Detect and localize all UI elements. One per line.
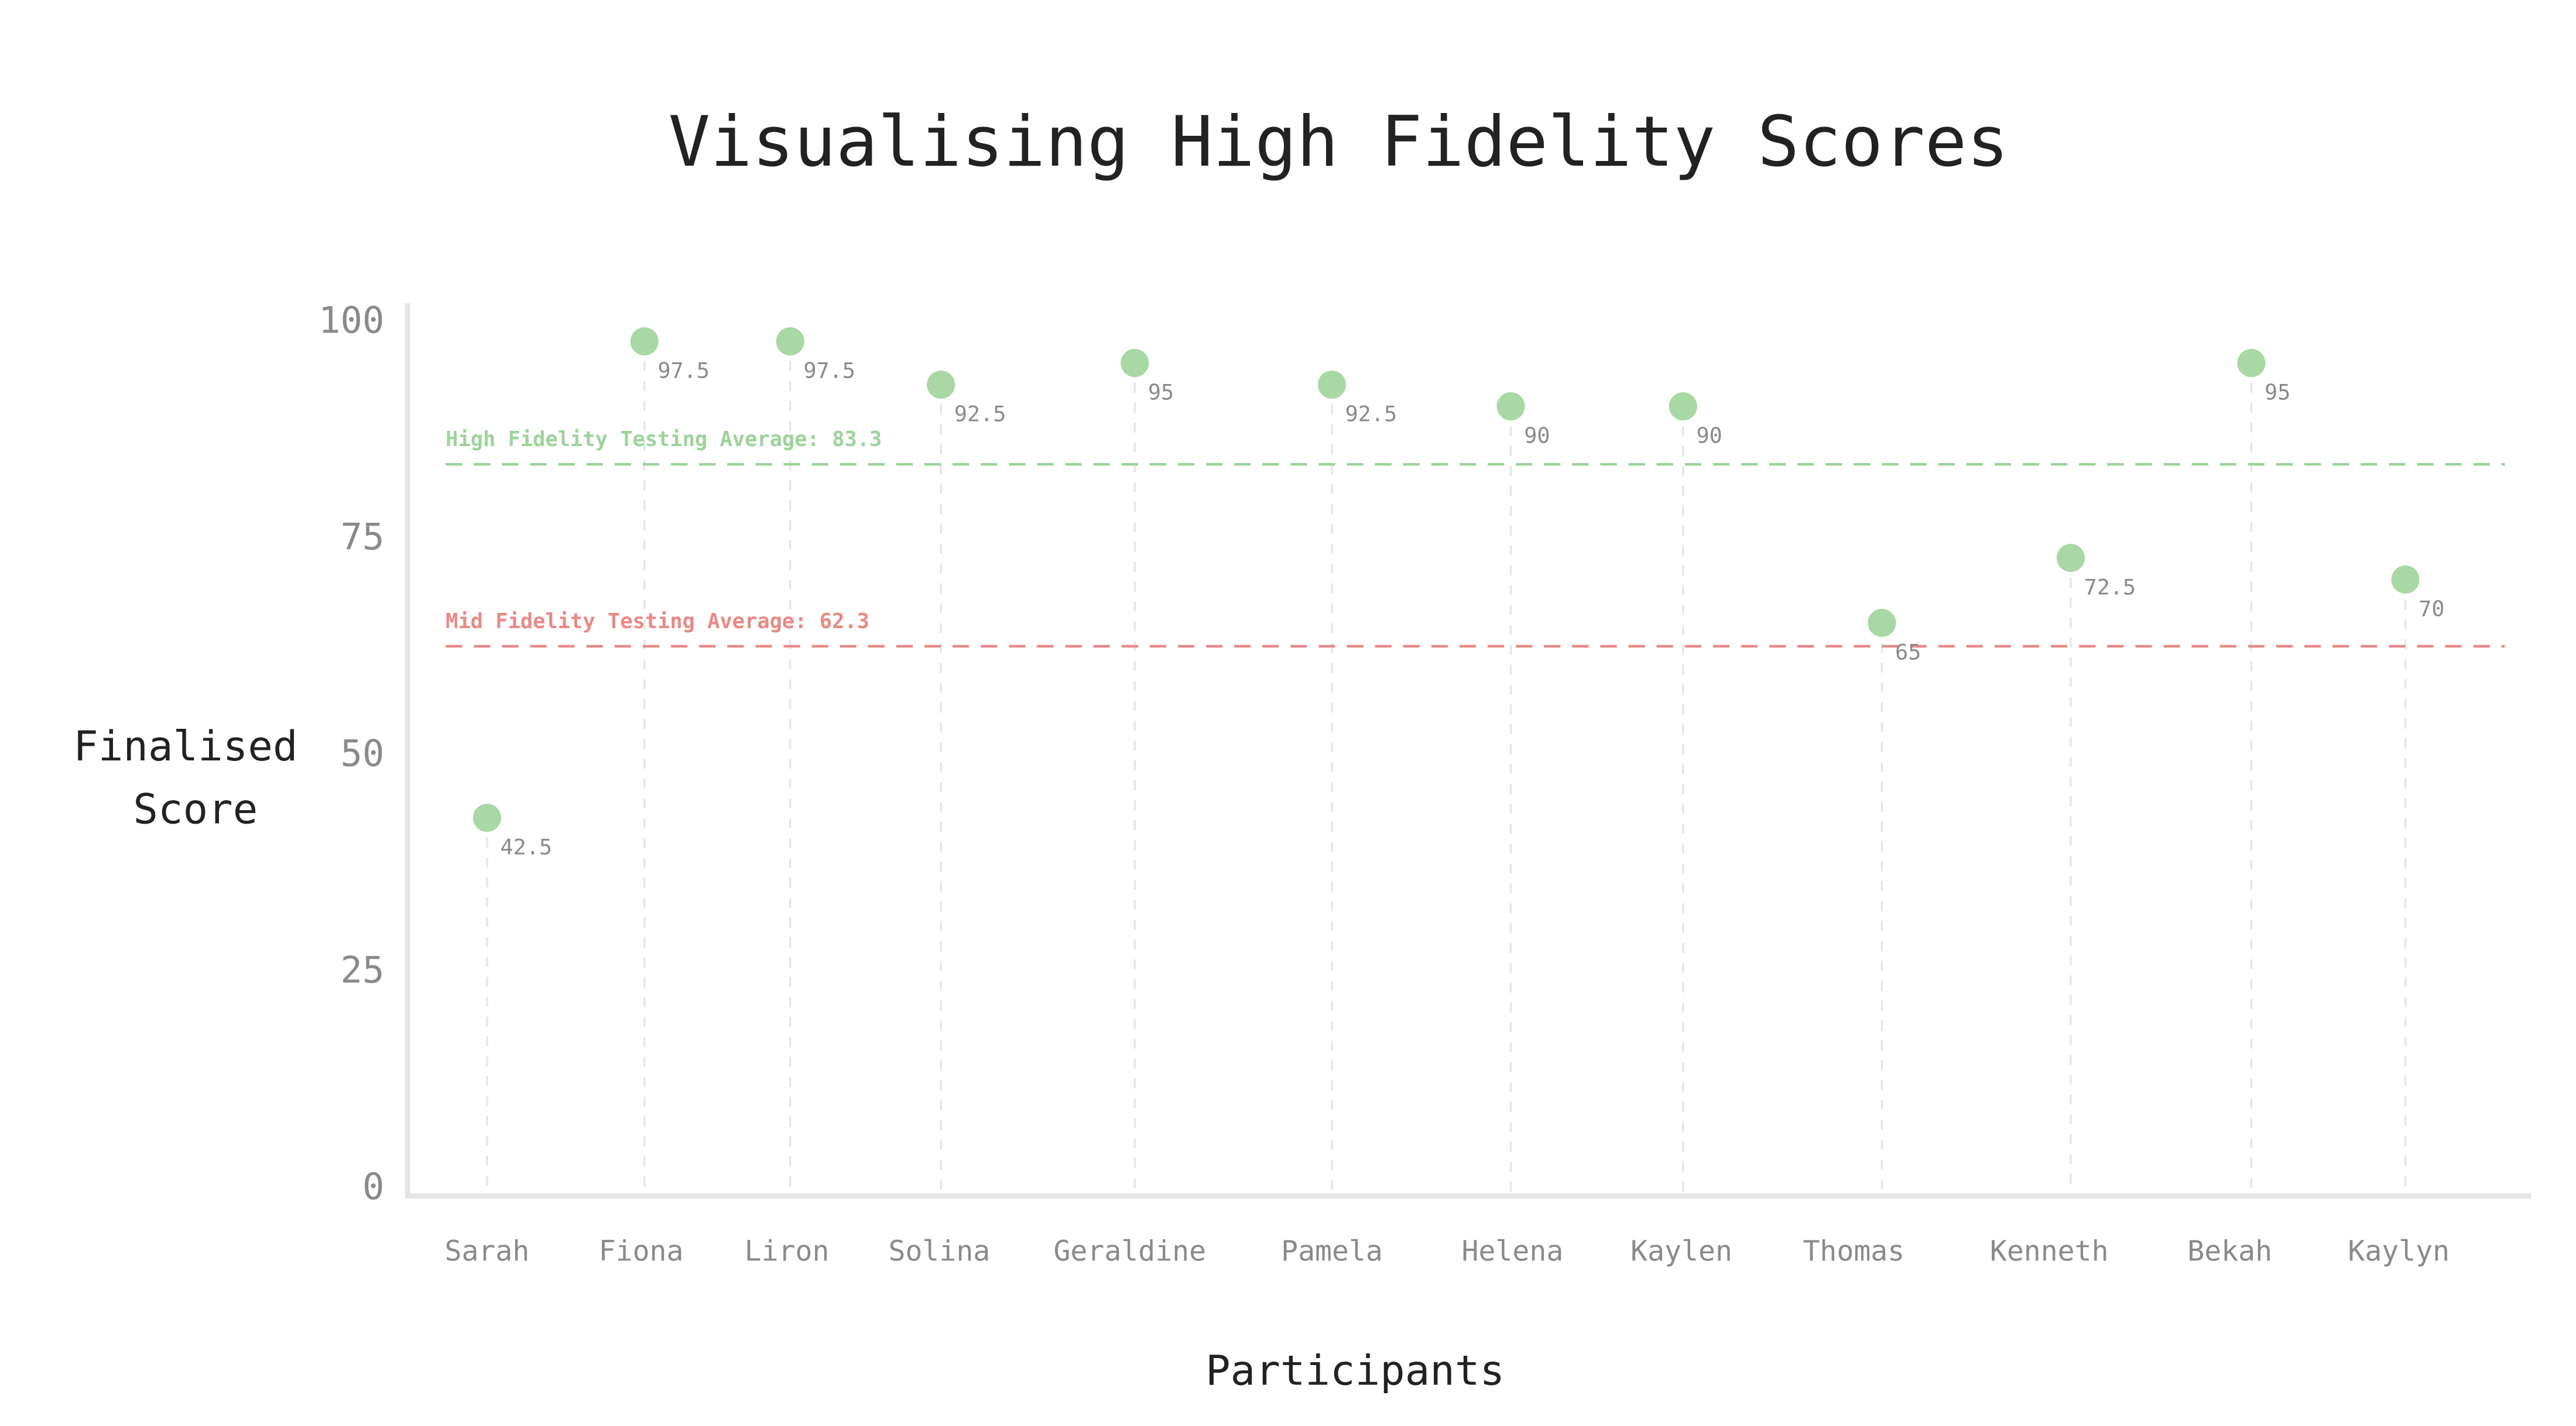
data-point: [1669, 392, 1697, 421]
x-axis-title: Participants: [1205, 1346, 1505, 1395]
data-point: [776, 327, 804, 356]
data-label: 95: [2265, 379, 2290, 405]
x-tick-label: Thomas: [1803, 1235, 1904, 1267]
data-label: 72.5: [2084, 574, 2136, 599]
x-tick-label: Kaylen: [1630, 1235, 1732, 1267]
data-label: 90: [1697, 423, 1722, 448]
y-tick-label: 0: [362, 1166, 384, 1208]
data-point: [1868, 609, 1896, 637]
data-point: [630, 327, 659, 356]
stems-layer: [486, 341, 2407, 1193]
data-point: [1496, 392, 1525, 421]
data-label: 97.5: [657, 358, 710, 383]
data-label: 92.5: [1345, 401, 1397, 426]
data-point: [1121, 349, 1149, 378]
data-point: [927, 371, 955, 399]
data-labels-layer: 42.5 97.5 97.5 92.5 95 92.5 90 90 65 72.5 95 70: [501, 358, 2445, 859]
reference-line-label: High Fidelity Testing Average: 83.3: [446, 427, 882, 451]
reference-lines-layer: High Fidelity Testing Average: 83.3 Mid F…: [446, 427, 2505, 648]
data-label: 70: [2419, 596, 2444, 621]
y-tick-label: 25: [340, 949, 384, 992]
y-axis-title: Finalised Score: [73, 722, 297, 834]
data-label: 42.5: [501, 834, 553, 859]
data-label: 95: [1148, 379, 1174, 405]
data-point: [472, 803, 501, 832]
y-axis-title-line-1: Finalised: [73, 722, 297, 770]
axes-layer: [405, 303, 2532, 1199]
x-tick-label: Helena: [1462, 1235, 1564, 1267]
x-tick-label: Liron: [745, 1235, 830, 1267]
y-tick-labels: 0 25 50 75 100: [318, 299, 384, 1208]
y-axis-title-line-2: Score: [133, 784, 258, 833]
reference-line-label: Mid Fidelity Testing Average: 62.3: [446, 609, 869, 633]
data-label: 65: [1895, 639, 1921, 664]
chart-title: Visualising High Fidelity Scores: [669, 102, 2009, 183]
x-tick-label: Kaylyn: [2348, 1235, 2450, 1267]
points-layer: [472, 327, 2420, 832]
data-point: [2391, 565, 2420, 594]
x-tick-label: Fiona: [599, 1235, 684, 1267]
x-tick-label: Bekah: [2187, 1235, 2272, 1267]
data-label: 92.5: [954, 401, 1006, 426]
x-tick-label: Sarah: [445, 1235, 530, 1267]
y-tick-label: 75: [340, 516, 384, 558]
data-label: 97.5: [803, 358, 855, 383]
data-point: [2237, 349, 2266, 378]
data-point: [2056, 544, 2085, 573]
y-tick-label: 50: [340, 732, 384, 775]
data-label: 90: [1524, 423, 1550, 448]
x-tick-label: Pamela: [1281, 1235, 1383, 1267]
x-tick-labels: Sarah Fiona Liron Solina Geraldine Pamela Hele…: [445, 1235, 2450, 1267]
data-point: [1317, 371, 1347, 399]
x-tick-label: Solina: [889, 1235, 991, 1267]
x-tick-label: Geraldine: [1053, 1235, 1206, 1267]
x-tick-label: Kenneth: [1990, 1235, 2109, 1267]
y-tick-label: 100: [318, 299, 384, 342]
